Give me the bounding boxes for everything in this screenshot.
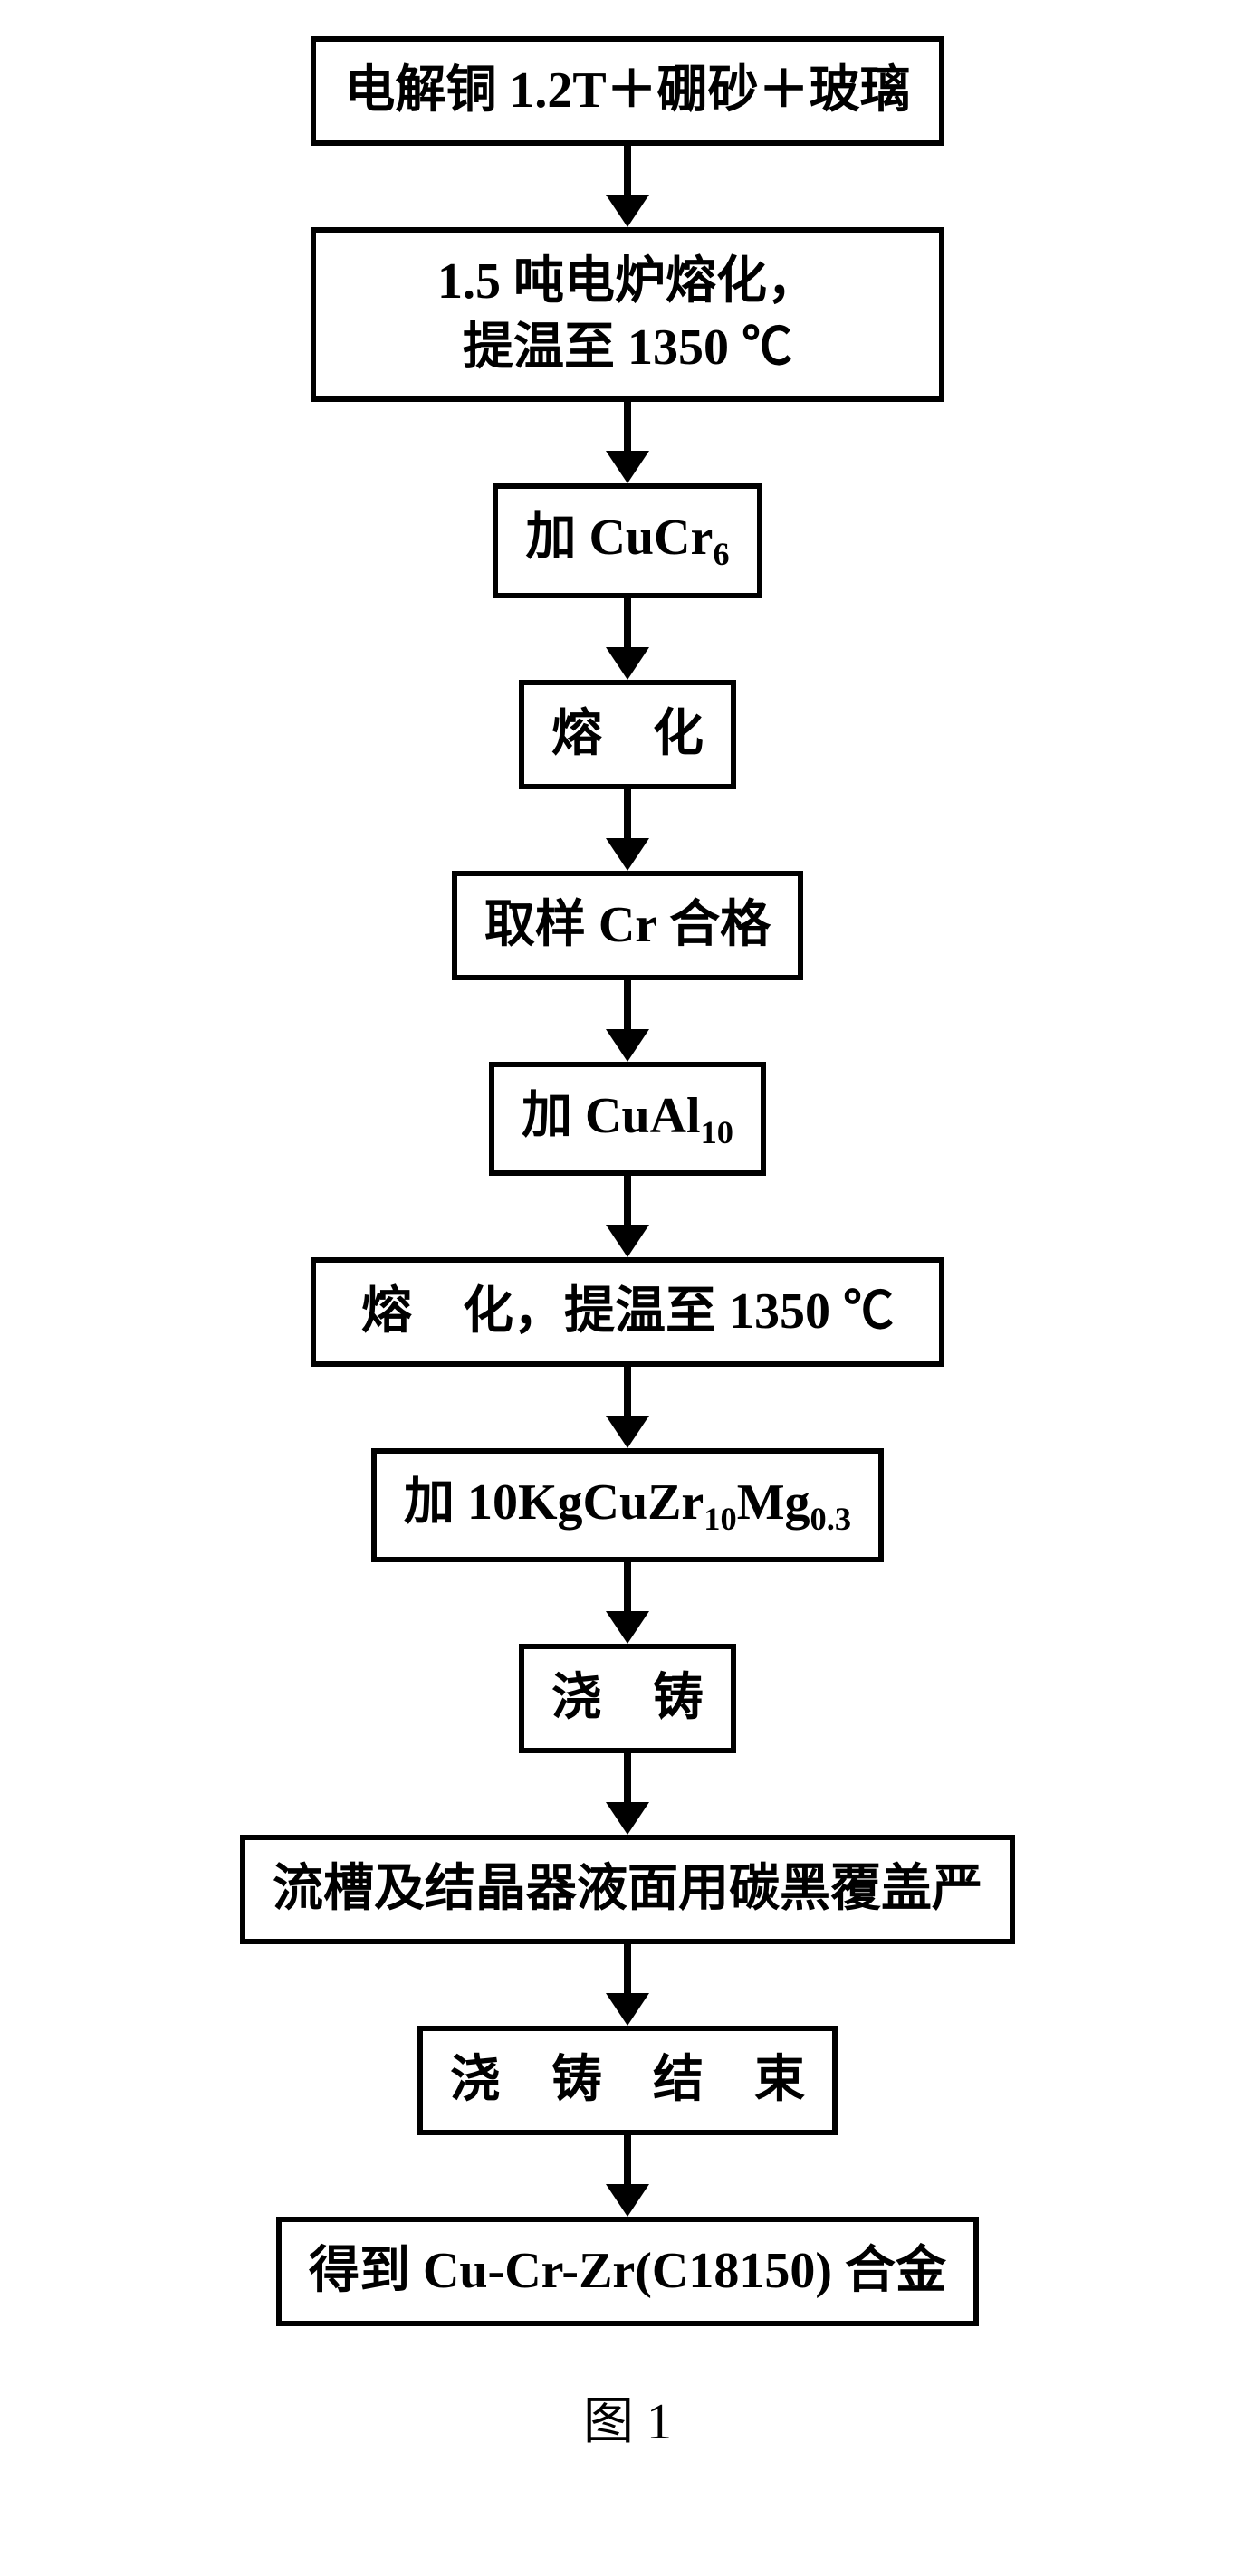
arrow-line [624,1176,631,1225]
flowchart-container: 电解铜 1.2T＋硼砂＋玻璃 1.5 吨电炉熔化，提温至 1350 ℃ 加 CuCr… [84,36,1171,2326]
arrow-line [624,1562,631,1611]
arrow-line [624,980,631,1029]
arrow-head-icon [606,1225,649,1257]
flowchart-step-8: 浇 铸 [519,1644,736,1753]
flowchart-step-9: 流槽及结晶器液面用碳黑覆盖严 [240,1835,1015,1944]
flowchart-arrow-3 [606,789,649,871]
flowchart-arrow-8 [606,1753,649,1835]
flowchart-step-1: 1.5 吨电炉熔化，提温至 1350 ℃ [311,227,944,403]
flowchart-arrow-1 [606,402,649,483]
flowchart-arrow-7 [606,1562,649,1644]
arrow-head-icon [606,1611,649,1644]
flowchart-arrow-9 [606,1944,649,2026]
arrow-head-icon [606,2184,649,2217]
flowchart-arrow-6 [606,1367,649,1448]
flowchart-step-10: 浇 铸 结 束 [417,2026,838,2135]
arrow-head-icon [606,451,649,483]
flowchart-arrow-10 [606,2135,649,2217]
flowchart-step-3: 熔 化 [519,680,736,789]
arrow-line [624,1753,631,1802]
arrow-line [624,789,631,838]
arrow-head-icon [606,195,649,227]
flowchart-step-6: 熔 化，提温至 1350 ℃ [311,1257,944,1367]
flowchart-step-4: 取样 Cr 合格 [452,871,803,980]
arrow-line [624,1944,631,1993]
arrow-head-icon [606,1802,649,1835]
arrow-head-icon [606,647,649,680]
flowchart-step-2: 加 CuCr6 [493,483,762,598]
arrow-line [624,598,631,647]
flowchart-step-7: 加 10KgCuZr10Mg0.3 [371,1448,884,1563]
arrow-line [624,1367,631,1416]
flowchart-arrow-0 [606,146,649,227]
arrow-line [624,146,631,195]
arrow-line [624,402,631,451]
arrow-line [624,2135,631,2184]
flowchart-step-11: 得到 Cu-Cr-Zr(C18150) 合金 [276,2217,979,2326]
arrow-head-icon [606,838,649,871]
arrow-head-icon [606,1993,649,2026]
flowchart-arrow-4 [606,980,649,1062]
flowchart-step-5: 加 CuAl10 [489,1062,766,1177]
flowchart-arrow-5 [606,1176,649,1257]
arrow-head-icon [606,1416,649,1448]
arrow-head-icon [606,1029,649,1062]
flowchart-arrow-2 [606,598,649,680]
flowchart-step-0: 电解铜 1.2T＋硼砂＋玻璃 [311,36,944,146]
figure-caption: 图 1 [583,2380,672,2454]
